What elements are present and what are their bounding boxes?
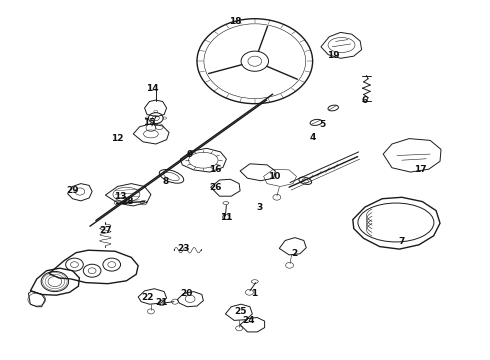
Text: 19: 19 — [327, 51, 340, 60]
Text: 20: 20 — [180, 289, 193, 298]
Text: 2: 2 — [291, 249, 297, 258]
Text: 24: 24 — [243, 316, 255, 325]
Text: 6: 6 — [362, 96, 368, 105]
Text: 14: 14 — [146, 84, 158, 93]
Text: 1: 1 — [251, 289, 257, 298]
Text: 29: 29 — [66, 186, 79, 195]
Text: 16: 16 — [209, 165, 222, 174]
Text: 8: 8 — [163, 177, 169, 186]
Text: 15: 15 — [143, 118, 156, 127]
Text: 27: 27 — [99, 226, 112, 235]
Text: 9: 9 — [187, 150, 194, 159]
Text: 13: 13 — [114, 192, 126, 201]
Text: 4: 4 — [309, 133, 316, 142]
Text: 10: 10 — [268, 172, 281, 181]
Text: 5: 5 — [319, 120, 325, 129]
Text: 18: 18 — [229, 17, 242, 26]
Text: 22: 22 — [141, 292, 153, 302]
Text: 25: 25 — [234, 307, 246, 316]
Text: 11: 11 — [220, 213, 233, 222]
Text: 3: 3 — [257, 202, 263, 212]
Text: 28: 28 — [121, 197, 134, 206]
Text: 12: 12 — [111, 134, 124, 143]
Text: 17: 17 — [414, 165, 427, 174]
Text: 23: 23 — [177, 244, 190, 253]
Text: 7: 7 — [398, 237, 405, 246]
Text: 26: 26 — [209, 183, 222, 192]
Text: 21: 21 — [155, 298, 168, 307]
